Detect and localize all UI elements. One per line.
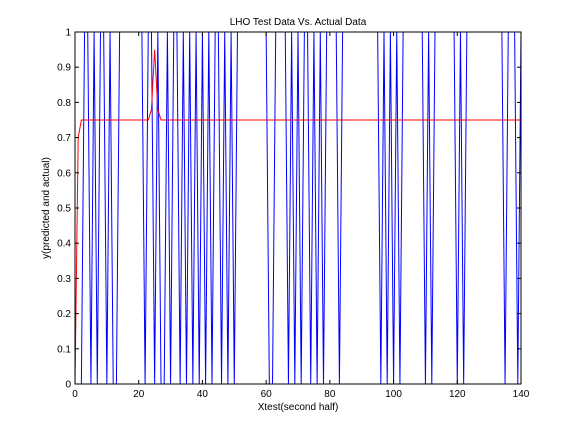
y-tick-label: 0.8: [57, 98, 71, 109]
y-tick-label: 0.3: [57, 274, 71, 285]
y-tick-label: 1: [65, 28, 71, 39]
x-tick-label: 60: [261, 389, 273, 400]
x-tick-label: 120: [449, 389, 466, 400]
y-ticks: 0 0.1 0.2 0.3 0.4 0.5 0.6 0.7 0.8 0.9 1: [57, 28, 521, 391]
x-axis-label: Xtest(second half): [258, 402, 339, 413]
y-tick-label: 0: [65, 380, 71, 391]
plot-area: 0 20 40 60 80 100 120 140 0 0.1 0.2 0.3 0.4 0.5 0.6 0.…: [57, 28, 530, 401]
x-tick-label: 80: [324, 389, 336, 400]
axes-background: [75, 32, 521, 384]
y-tick-label: 0.5: [57, 204, 71, 215]
y-tick-label: 0.4: [57, 239, 71, 250]
x-tick-label: 140: [513, 389, 530, 400]
x-tick-label: 40: [197, 389, 209, 400]
x-ticks: 0 20 40 60 80 100 120 140: [72, 32, 530, 400]
y-tick-label: 0.6: [57, 168, 71, 179]
y-axis-label: y(predicted and actual): [41, 157, 52, 259]
chart-title: LHO Test Data Vs. Actual Data: [230, 17, 367, 28]
x-tick-label: 20: [133, 389, 145, 400]
y-tick-label: 0.2: [57, 309, 71, 320]
x-tick-label: 100: [385, 389, 402, 400]
y-tick-label: 0.7: [57, 133, 71, 144]
y-tick-label: 0.1: [57, 344, 71, 355]
series-line-1: [74, 49, 521, 385]
y-tick-label: 0.9: [57, 63, 71, 74]
x-tick-label: 0: [72, 389, 78, 400]
